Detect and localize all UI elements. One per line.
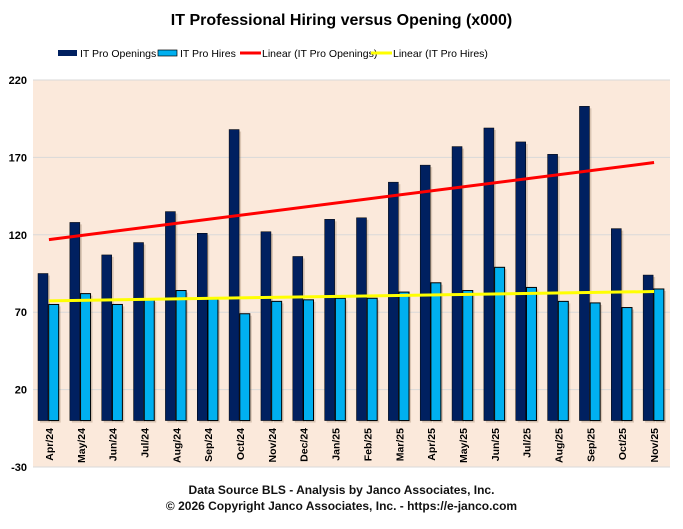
bar-it-pro-hires <box>621 307 633 422</box>
bar-it-pro-hires <box>653 288 665 422</box>
x-tick-label: Dec/24 <box>299 428 311 462</box>
footer-copyright: © 2026 Copyright Janco Associates, Inc. … <box>165 499 518 513</box>
x-tick-label: Jul/24 <box>139 428 151 458</box>
x-tick-label: Aug/25 <box>554 428 566 463</box>
chart-title: IT Professional Hiring versus Opening (x… <box>170 12 513 29</box>
x-tick-label: Jan/25 <box>331 428 343 461</box>
bar-it-pro-hires <box>557 300 569 422</box>
legend-label: IT Pro Openings <box>80 48 156 60</box>
bar-it-pro-hires <box>494 266 506 422</box>
x-tick-label: Jul/25 <box>522 428 534 458</box>
x-tick-label: Oct/25 <box>617 428 629 460</box>
x-tick-label: Nov/25 <box>649 428 661 463</box>
bar-it-pro-hires <box>80 293 92 422</box>
bar-it-pro-hires <box>398 291 410 422</box>
bar-it-pro-hires <box>271 300 283 422</box>
bar-it-pro-openings <box>197 233 208 421</box>
y-tick-label: -30 <box>11 462 27 474</box>
legend-swatch <box>157 49 178 57</box>
legend-swatch <box>58 50 77 56</box>
bar-it-pro-hires <box>366 297 378 422</box>
bar-it-pro-openings <box>419 164 431 421</box>
bar-it-pro-openings <box>356 217 367 421</box>
trendline-it-pro-hires <box>48 290 655 303</box>
bar-it-pro-hires <box>589 302 601 422</box>
y-tick-label: 120 <box>9 230 27 242</box>
x-tick-label: Sep/25 <box>585 428 597 462</box>
x-tick-label: Jun/25 <box>490 428 502 461</box>
x-tick-label: Mar/25 <box>394 428 406 461</box>
bar-it-pro-openings <box>451 146 463 421</box>
bar-it-pro-hires <box>48 303 60 422</box>
bar-it-pro-openings <box>292 256 304 421</box>
bar-it-pro-hires <box>525 286 537 422</box>
y-tick-label: 220 <box>9 75 27 87</box>
x-tick-label: Feb/25 <box>362 428 374 461</box>
legend-label: Linear (IT Pro Openings) <box>262 48 377 60</box>
x-tick-label: Aug/24 <box>171 428 183 463</box>
bar-it-pro-openings <box>69 222 81 421</box>
bar-it-pro-openings <box>579 106 590 421</box>
bar-it-pro-openings <box>483 127 495 421</box>
trendline-it-pro-openings <box>48 161 655 242</box>
bar-it-pro-hires <box>239 313 251 422</box>
x-tick-label: Sep/24 <box>203 428 215 462</box>
bar-it-pro-hires <box>334 297 346 422</box>
bar-it-pro-hires <box>303 299 314 422</box>
bar-it-pro-openings <box>133 242 144 421</box>
legend-item: IT Pro Hires <box>157 48 236 60</box>
bar-it-pro-openings <box>324 219 335 421</box>
bar-it-pro-openings <box>260 231 272 421</box>
bar-it-pro-openings <box>388 181 399 421</box>
x-tick-label: May/25 <box>458 428 470 463</box>
y-tick-label: 20 <box>15 385 27 397</box>
legend-label: IT Pro Hires <box>180 48 236 60</box>
legend-item: Linear (IT Pro Openings) <box>240 48 377 60</box>
bar-it-pro-hires <box>111 303 123 422</box>
bar-it-pro-hires <box>462 290 474 422</box>
bar-it-pro-openings <box>611 228 622 421</box>
plot-area <box>33 80 670 467</box>
bar-it-pro-hires <box>207 297 219 422</box>
x-tick-label: Nov/24 <box>267 428 279 463</box>
legend-item: IT Pro Openings <box>58 48 156 60</box>
bar-it-pro-openings <box>515 141 526 421</box>
bar-it-pro-hires <box>143 299 155 422</box>
footer-source: Data Source BLS - Analysis by Janco Asso… <box>188 483 495 497</box>
bar-it-pro-openings <box>228 129 240 421</box>
bar-it-pro-openings <box>101 254 112 421</box>
bar-it-pro-openings <box>642 274 654 421</box>
bar-it-pro-openings <box>165 211 176 421</box>
bar-it-pro-hires <box>430 282 442 422</box>
y-tick-label: 170 <box>9 152 27 164</box>
x-tick-label: Apr/24 <box>44 428 56 461</box>
legend-item: Linear (IT Pro Hires) <box>371 48 488 60</box>
x-tick-label: Jun/24 <box>108 428 120 461</box>
x-tick-label: Oct/24 <box>235 428 247 460</box>
x-tick-label: Apr/25 <box>426 428 438 461</box>
bar-it-pro-hires <box>175 290 187 422</box>
bar-it-pro-openings <box>547 154 558 421</box>
legend-label: Linear (IT Pro Hires) <box>393 48 488 60</box>
bar-it-pro-openings <box>37 273 49 421</box>
y-tick-label: 70 <box>15 307 27 319</box>
x-tick-label: May/24 <box>76 428 88 463</box>
